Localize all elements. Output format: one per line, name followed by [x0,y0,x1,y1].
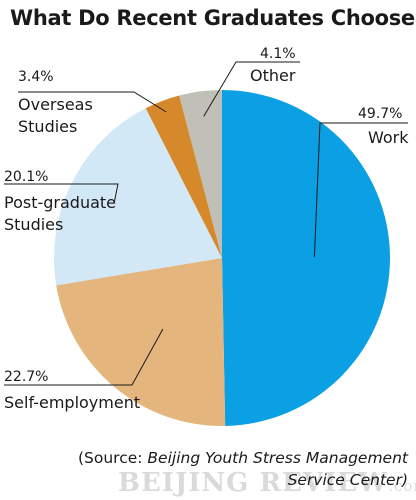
pie-slice-self-employment [56,258,226,426]
leader-line-other [203,61,300,117]
slice-value-other: 4.1% [260,46,296,62]
slice-label-self-employment: Self-employment [4,393,141,412]
slice-label-overseas: Overseas Studies [18,95,93,136]
leader-line-overseas [18,91,167,113]
slice-value-postgrad: 20.1% [4,169,49,185]
slice-label-postgrad: Post-graduate Studies [4,193,117,234]
slice-value-overseas: 3.4% [18,69,54,85]
slice-value-self-employment: 22.7% [4,369,49,385]
chart-title: What Do Recent Graduates Choose? [10,6,416,30]
watermark: BEIJING REVIEW.com.cn [118,468,416,498]
leader-line-work [313,122,408,258]
slice-label-other: Other [250,66,296,85]
pie-slice-postgrad [54,108,222,286]
leader-line-postgrad [4,183,119,204]
leader-line-self-employment [4,328,164,386]
pie-slice-overseas [145,95,222,258]
pie-slice-other [179,90,222,258]
slice-value-work: 49.7% [358,106,403,122]
slice-label-work: Work [368,128,409,147]
pie-slice-work [222,90,390,426]
source-note: (Source: Beijing Youth Stress Management… [77,449,408,489]
